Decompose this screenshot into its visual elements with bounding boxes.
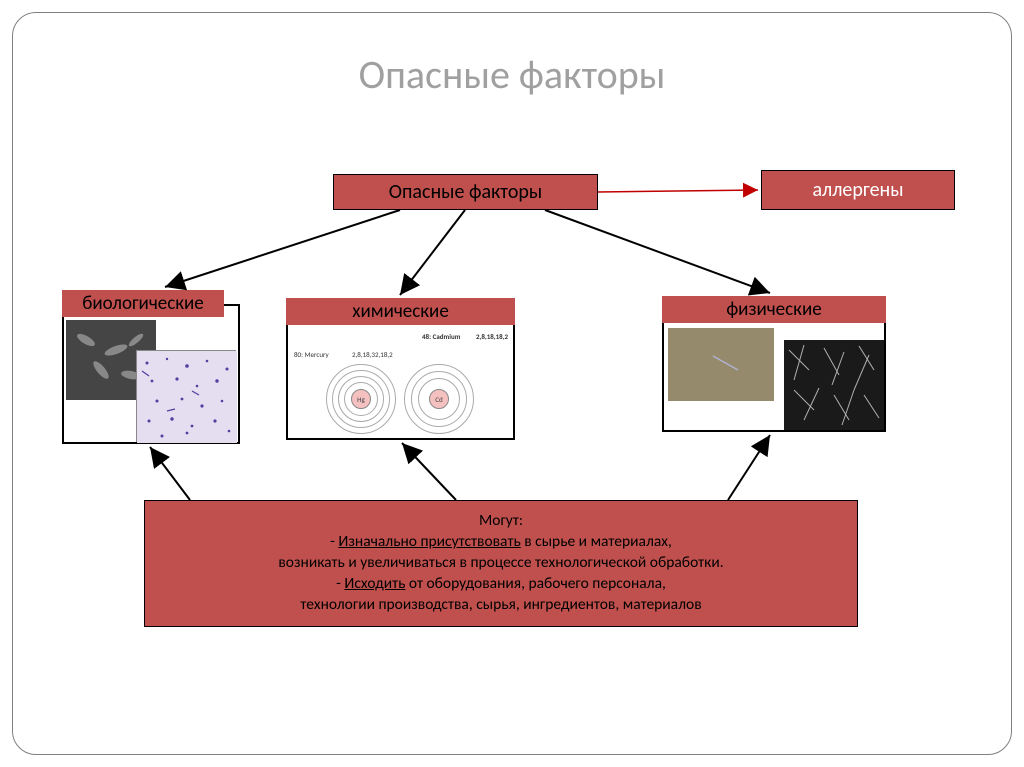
phys-header: физические bbox=[662, 296, 886, 323]
bio-header: биологические bbox=[62, 290, 224, 317]
page-title: Опасные факторы bbox=[0, 50, 1024, 99]
atom-cd: Cd bbox=[404, 364, 474, 434]
parent-box: Опасные факторы bbox=[333, 174, 598, 210]
allergen-box-label: аллергены bbox=[812, 178, 903, 202]
chem-panel: 80: Mercury 2,8,18,32,18,2 48: Cadmium 2… bbox=[286, 312, 515, 440]
cadmium-label: 48: Cadmium bbox=[422, 332, 460, 341]
bio-image-microscopy bbox=[136, 350, 236, 442]
chem-header-label: химические bbox=[352, 300, 449, 323]
bio-panel bbox=[62, 304, 240, 444]
atom-hg: Hg bbox=[326, 364, 396, 434]
atom-cd-core: Cd bbox=[429, 389, 449, 409]
bio-header-label: биологические bbox=[82, 292, 204, 315]
info-line3: возникать и увеличиваться в процессе тех… bbox=[161, 553, 841, 574]
parent-box-label: Опасные факторы bbox=[389, 180, 542, 204]
info-box: Могут: - Изначально присутствовать в сыр… bbox=[144, 500, 858, 627]
phys-header-label: физические bbox=[726, 298, 821, 321]
phys-image-surface bbox=[668, 328, 774, 401]
info-line4: - Исходить от оборудования, рабочего пер… bbox=[161, 574, 841, 595]
atom-diagram: Hg Cd bbox=[310, 344, 490, 454]
chem-header: химические bbox=[286, 298, 515, 325]
atom-hg-core: Hg bbox=[351, 389, 371, 409]
info-line2: - Изначально присутствовать в сырье и ма… bbox=[161, 532, 841, 553]
info-line5: технологии производства, сырья, ингредие… bbox=[161, 595, 841, 616]
info-line1: Могут: bbox=[161, 511, 841, 532]
cadmium-config: 2,8,18,18,2 bbox=[476, 332, 508, 341]
phys-image-debris bbox=[784, 340, 884, 430]
allergen-box: аллергены bbox=[761, 170, 955, 210]
phys-panel bbox=[662, 310, 886, 432]
